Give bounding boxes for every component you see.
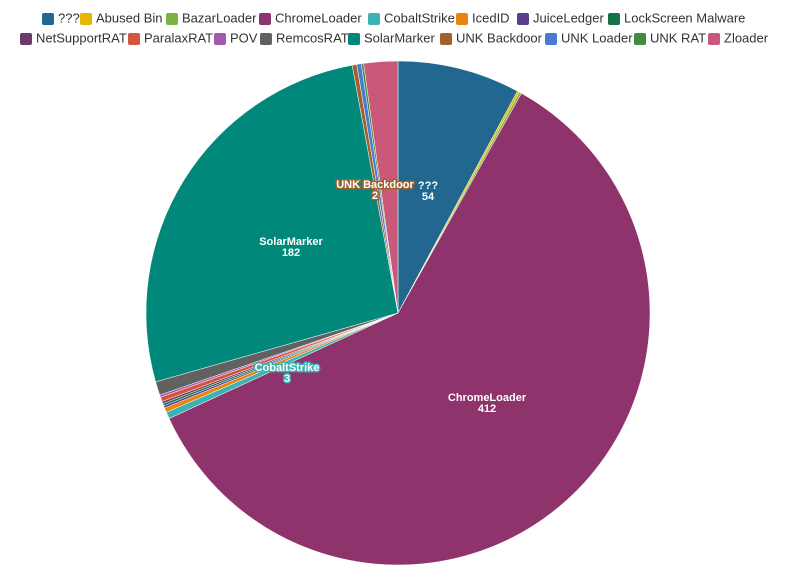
legend-swatch [708,33,720,45]
legend-label: LockScreen Malware [624,10,745,25]
legend-label: CobaltStrike [384,10,455,25]
legend-label: POV [230,30,258,45]
legend-swatch [259,13,271,25]
legend-swatch [634,33,646,45]
legend-label: RemcosRAT [276,30,349,45]
data-label-value: 182 [282,247,300,259]
pie-slice [145,64,399,383]
legend-label: ??? [58,10,80,25]
data-label-value: 412 [478,403,496,415]
legend-swatch [440,33,452,45]
legend-label: ChromeLoader [275,10,362,25]
legend-swatch [20,33,32,45]
pie-slice [363,60,399,314]
legend-label: IcedID [472,10,510,25]
legend-label: Zloader [724,30,769,45]
legend-label: BazarLoader [182,10,257,25]
legend-label: SolarMarker [364,30,435,45]
legend-swatch [80,13,92,25]
legend-label: ParalaxRAT [144,30,213,45]
legend-swatch [260,33,272,45]
data-label-name: UNK Backdoor [336,179,414,191]
legend-swatch [456,13,468,25]
legend-label: JuiceLedger [533,10,604,25]
legend-swatch [545,33,557,45]
data-label-name: CobaltStrike [255,362,320,374]
legend-swatch [608,13,620,25]
legend-label: UNK RAT [650,30,706,45]
data-label-value: 2 [372,190,378,202]
legend-label: UNK Backdoor [456,30,543,45]
legend-label: NetSupportRAT [36,30,127,45]
legend-swatch [166,13,178,25]
legend-swatch [348,33,360,45]
legend-swatch [214,33,226,45]
legend-label: UNK Loader [561,30,633,45]
legend-swatch [368,13,380,25]
legend-swatch [42,13,54,25]
legend-swatch [517,13,529,25]
data-label-value: 3 [284,373,290,385]
pie-slice [397,60,518,314]
legend-swatch [128,33,140,45]
data-label-value: 54 [422,191,435,203]
data-label-name: SolarMarker [259,236,323,248]
legend-label: Abused Bin [96,10,163,25]
pie-slice [168,92,651,566]
data-label-name: ??? [418,180,438,192]
data-label-name: ChromeLoader [448,392,527,404]
